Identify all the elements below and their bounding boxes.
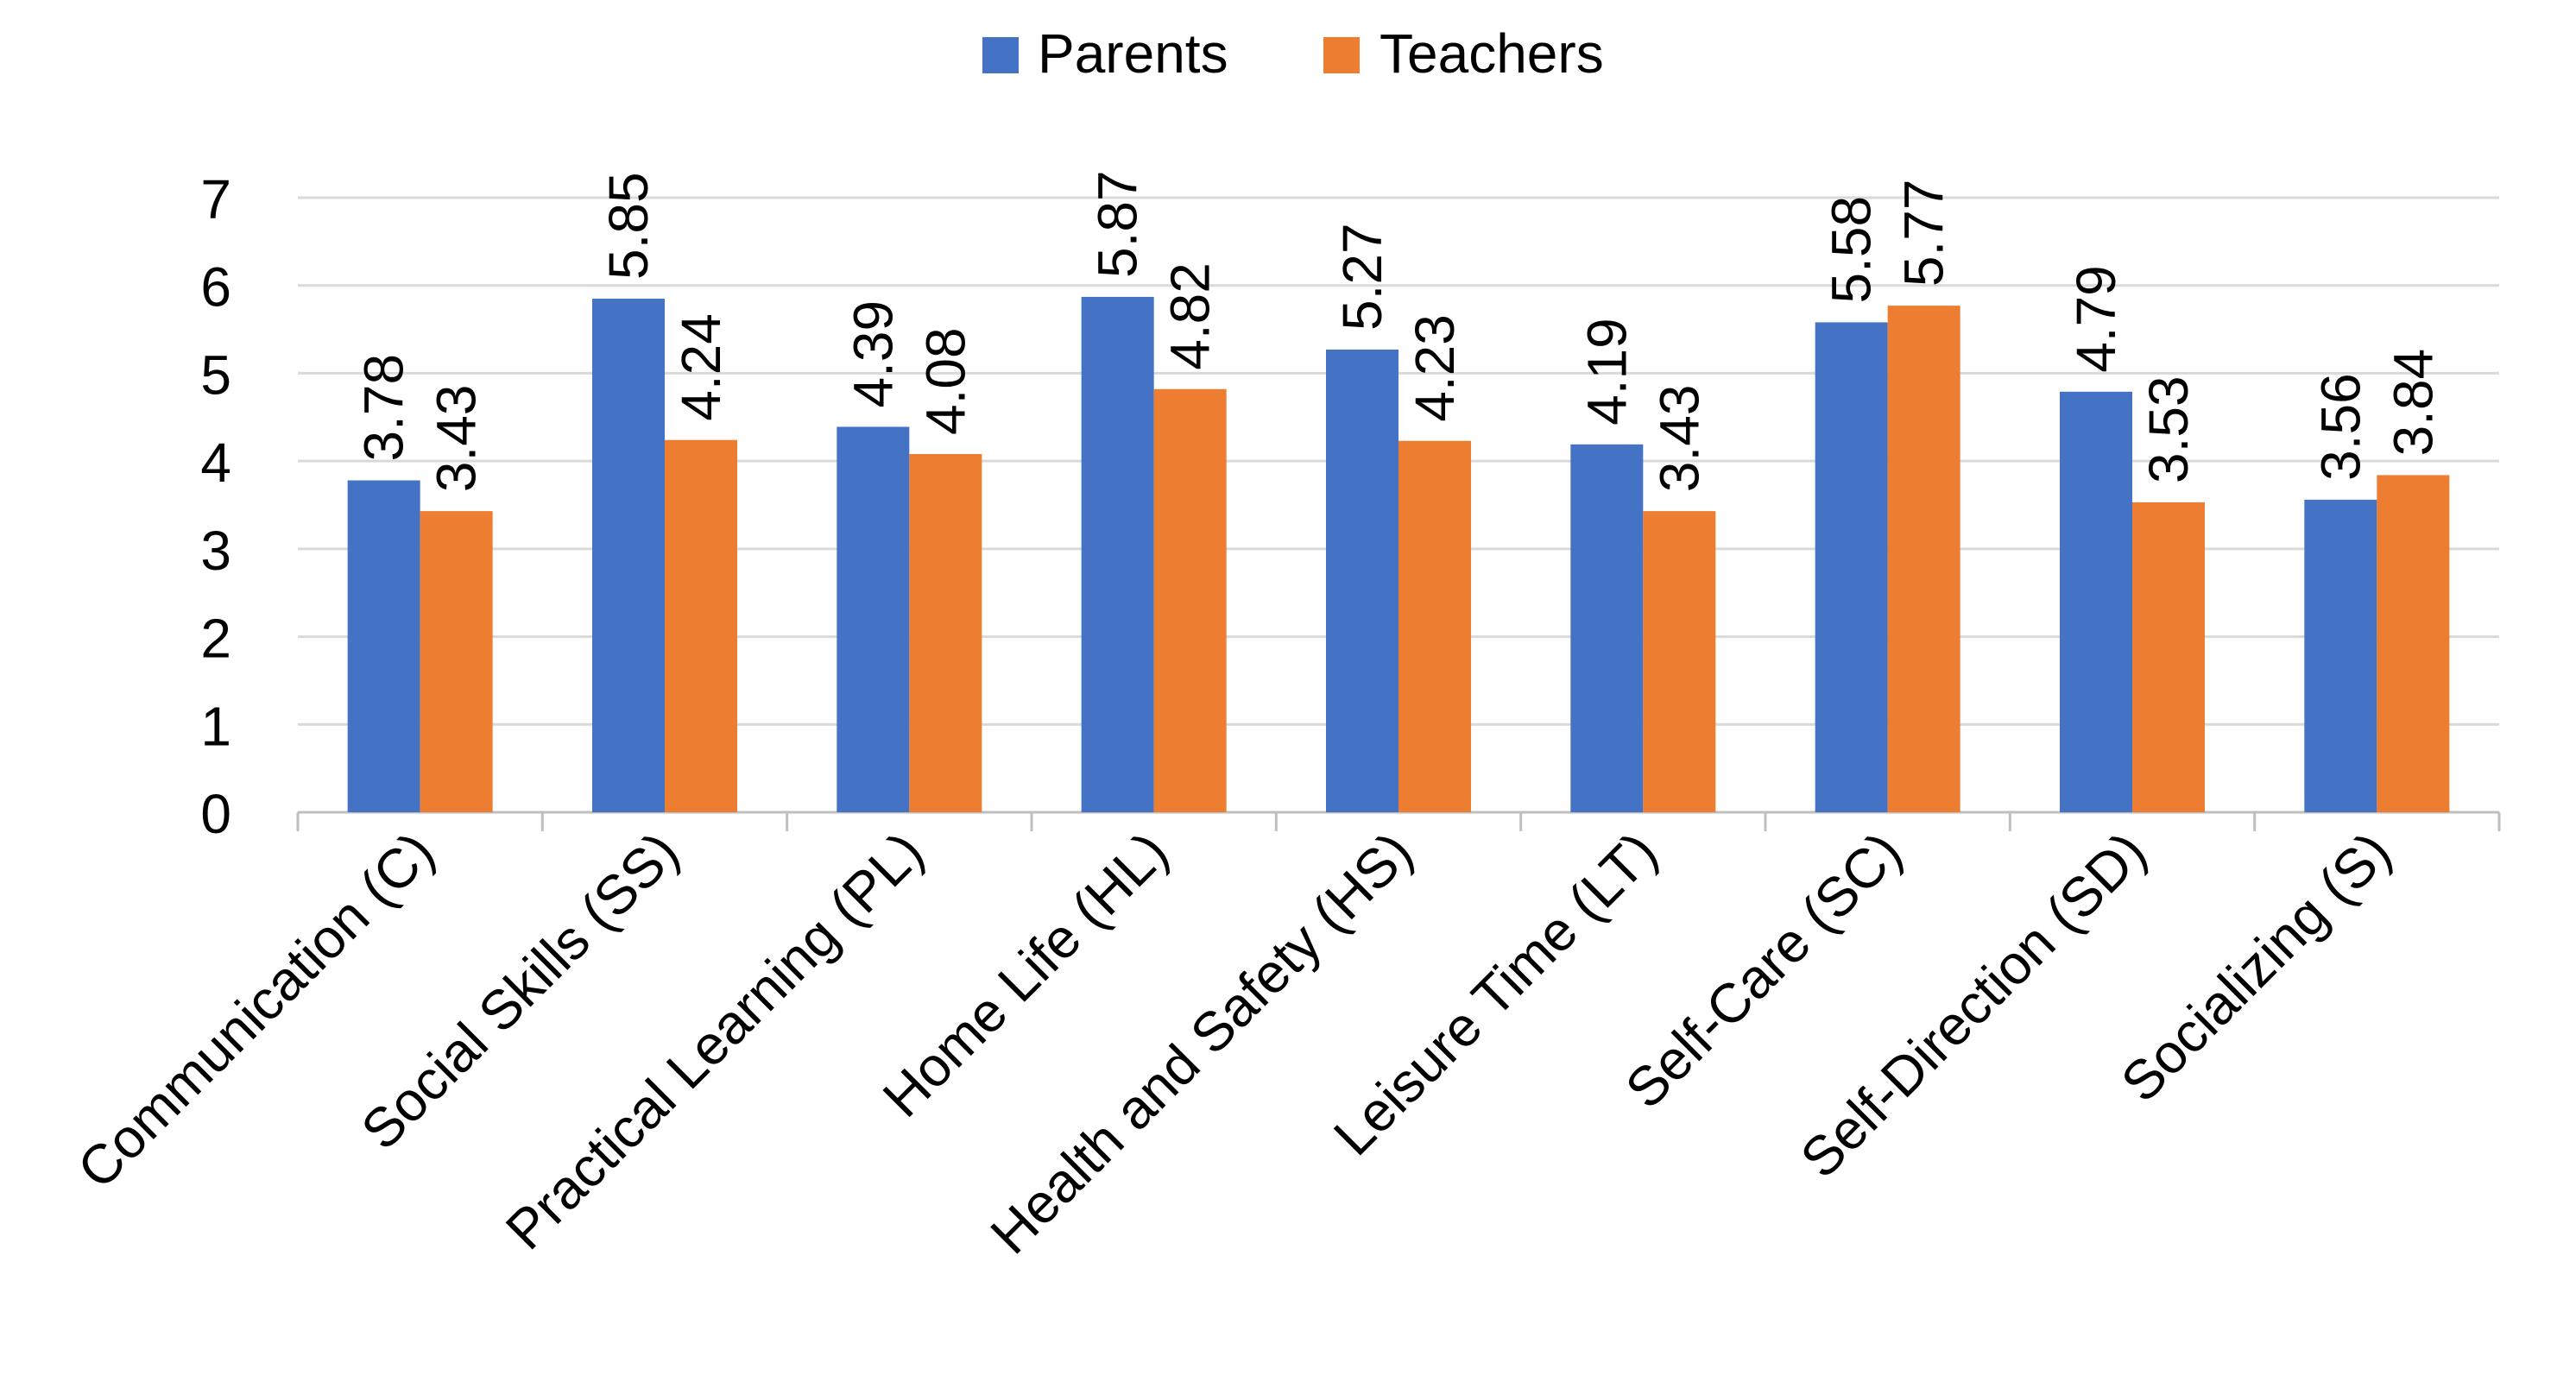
bar-parents-1 (592, 298, 665, 812)
y-tick-label: 7 (200, 168, 231, 230)
data-label-teachers-0: 3.43 (426, 385, 488, 493)
data-label-teachers-4: 4.23 (1404, 314, 1466, 422)
data-label-teachers-1: 4.24 (670, 313, 732, 421)
bar-parents-8 (2304, 499, 2377, 812)
y-tick-label: 3 (200, 520, 231, 582)
data-labels: 3.78 5.85 4.39 5.87 5.27 4.19 5.58 4.79 3.56 3.43… (353, 170, 2445, 492)
data-label-parents-0: 3.78 (353, 354, 415, 462)
data-label-teachers-5: 3.43 (1648, 385, 1710, 493)
bar-parents-6 (1815, 322, 1888, 812)
axes: 0 1 2 3 4 5 6 7 (200, 168, 2501, 845)
bar-teachers-0 (420, 511, 493, 812)
legend-swatch-parents (982, 37, 1019, 73)
bar-parents-4 (1326, 349, 1398, 813)
legend-label-teachers: Teachers (1380, 22, 1604, 85)
bar-parents-3 (1081, 296, 1154, 812)
y-tick-label: 0 (200, 783, 231, 845)
legend-label-parents: Parents (1038, 22, 1228, 85)
data-label-parents-6: 5.58 (1821, 196, 1883, 304)
bar-parents-5 (1570, 444, 1644, 812)
bars (347, 296, 2450, 813)
bar-teachers-4 (1398, 440, 1471, 812)
data-label-teachers-8: 3.84 (2382, 349, 2444, 457)
bar-teachers-1 (665, 439, 737, 812)
bar-teachers-8 (2377, 475, 2450, 812)
legend: Parents Teachers (982, 22, 1604, 85)
data-label-parents-1: 5.85 (597, 172, 660, 280)
x-category-label: Practical Learning (PL) (494, 820, 935, 1261)
category-labels: Communication (C)Social Skills (SS)Pract… (66, 820, 2402, 1265)
x-category-label: Health and Safety (HS) (979, 820, 1424, 1265)
bar-teachers-3 (1153, 388, 1227, 812)
bar-parents-2 (837, 426, 910, 812)
data-label-parents-2: 4.39 (842, 300, 904, 408)
bar-teachers-5 (1643, 511, 1716, 812)
data-label-teachers-3: 4.82 (1159, 262, 1222, 370)
data-label-teachers-2: 4.08 (914, 327, 976, 435)
data-label-parents-7: 4.79 (2065, 265, 2127, 373)
bar-teachers-2 (909, 454, 982, 812)
y-tick-label: 2 (200, 608, 231, 670)
legend-swatch-teachers (1323, 37, 1360, 73)
bar-parents-7 (2060, 391, 2132, 812)
bar-teachers-7 (2132, 502, 2205, 812)
data-label-parents-5: 4.19 (1575, 318, 1638, 426)
data-label-parents-4: 5.27 (1331, 223, 1393, 331)
data-label-parents-3: 5.87 (1087, 170, 1149, 278)
y-tick-label: 4 (200, 432, 231, 494)
bar-teachers-6 (1887, 306, 1960, 812)
data-label-teachers-7: 3.53 (2137, 375, 2200, 483)
y-tick-label: 1 (200, 695, 231, 757)
data-label-parents-8: 3.56 (2309, 373, 2371, 481)
data-label-teachers-6: 5.77 (1893, 180, 1955, 287)
y-tick-label: 5 (200, 344, 231, 406)
bar-parents-0 (347, 480, 420, 812)
y-tick-label: 6 (200, 256, 231, 319)
